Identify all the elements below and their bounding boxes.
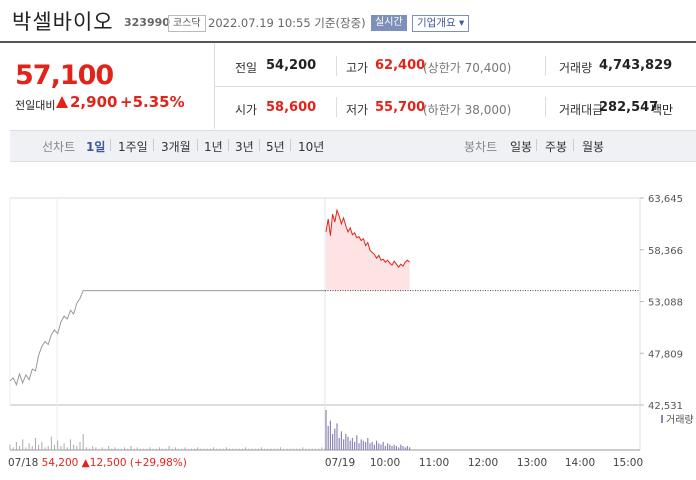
- stock-code: 323990: [124, 16, 170, 29]
- tab-3month[interactable]: 3개월: [161, 140, 191, 154]
- x-tick-label: 14:00: [565, 457, 595, 469]
- stock-header: 박셀바이오 323990 코스닥 2022.07.19 10:55 기준(장중)…: [0, 0, 696, 40]
- period-tab-bar: [10, 130, 696, 162]
- x-tick-label: 07/19: [325, 457, 355, 469]
- y-tick-label: 63,645: [648, 194, 683, 205]
- stats-divider: [545, 56, 546, 76]
- tab-daily-candle[interactable]: 일봉: [510, 140, 533, 154]
- today-area-fill: [326, 210, 410, 291]
- tab-separator: [290, 139, 291, 151]
- tab-1day[interactable]: 1일: [86, 140, 106, 154]
- tab-5year[interactable]: 5년: [266, 140, 285, 154]
- volume-label: 거래량: [559, 61, 593, 75]
- volume-legend-swatch: [661, 415, 663, 423]
- tab-monthly-candle[interactable]: 월봉: [582, 140, 605, 154]
- prev-close-label: 전일: [235, 61, 258, 75]
- amount-unit: 백만: [651, 103, 674, 117]
- volume-value: 4,743,829: [599, 58, 673, 73]
- open-label: 시가: [235, 103, 258, 117]
- tab-separator: [573, 139, 574, 151]
- tab-separator: [228, 139, 229, 151]
- tab-separator: [259, 139, 260, 151]
- amount-value: 282,547: [599, 100, 659, 115]
- quote-timestamp: 2022.07.19 10:55 기준(장중): [208, 16, 366, 30]
- stats-divider: [545, 97, 546, 117]
- tab-10year[interactable]: 10년: [298, 140, 325, 154]
- y-tick-label: 58,366: [648, 246, 683, 257]
- candle-chart-label: 봉차트: [464, 140, 498, 154]
- up-arrow-icon: [56, 96, 68, 108]
- realtime-button[interactable]: 실시간: [371, 15, 407, 31]
- line-chart-label: 선차트: [42, 140, 76, 154]
- tab-1year[interactable]: 1년: [204, 140, 223, 154]
- x-tick-label: 10:00: [370, 457, 400, 469]
- y-tick-label: 53,088: [648, 298, 683, 309]
- open-value: 58,600: [266, 100, 317, 115]
- market-badge: 코스닥: [168, 15, 206, 32]
- y-tick-label: 42,531: [648, 401, 683, 412]
- amount-label: 거래대금: [559, 103, 604, 117]
- company-info-dropdown[interactable]: 기업개요 ▾: [412, 15, 470, 32]
- change-label: 전일대비: [15, 99, 56, 112]
- x-tick-label: 13:00: [517, 457, 547, 469]
- high-value: 62,400: [375, 58, 426, 73]
- x-tick-label: 15:00: [613, 457, 643, 469]
- stats-row-divider: [215, 86, 696, 87]
- tab-1week[interactable]: 1주일: [118, 140, 148, 154]
- prev-day-caption: 07/18 54,200 ▲12,500 (+29,98%): [8, 457, 187, 469]
- current-price: 57,100: [15, 60, 114, 91]
- stats-divider: [336, 56, 337, 76]
- prev-close-value: 54,200: [266, 58, 317, 73]
- today-price-line: [325, 208, 410, 268]
- volume-legend-label: 거래량: [666, 414, 694, 426]
- tab-separator: [110, 139, 111, 151]
- stats-divider: [336, 97, 337, 117]
- tab-separator: [536, 139, 537, 151]
- tab-separator: [197, 139, 198, 151]
- x-tick-label: 11:00: [419, 457, 449, 469]
- y-tick-label: 47,809: [648, 349, 683, 360]
- price-chart: 63,645 58,366 53,088 47,809 42,531 거래량 07/19 10…: [8, 194, 694, 469]
- tab-3year[interactable]: 3년: [235, 140, 254, 154]
- x-tick-label: 12:00: [468, 457, 498, 469]
- low-value: 55,700: [375, 100, 426, 115]
- low-label: 저가: [346, 103, 369, 117]
- prev-day-price-line: [9, 290, 325, 387]
- change-rate: +5.35%: [120, 93, 185, 111]
- tab-weekly-candle[interactable]: 주봉: [545, 140, 568, 154]
- upper-limit: (상한가 70,400): [423, 61, 512, 75]
- change-amount: 2,900: [70, 93, 118, 111]
- tab-separator: [153, 139, 154, 151]
- stock-name: 박셀바이오: [12, 10, 114, 34]
- high-label: 고가: [346, 61, 369, 75]
- lower-limit: (하한가 38,000): [423, 103, 512, 117]
- header-divider: [0, 41, 696, 43]
- stats-divider: [214, 43, 215, 129]
